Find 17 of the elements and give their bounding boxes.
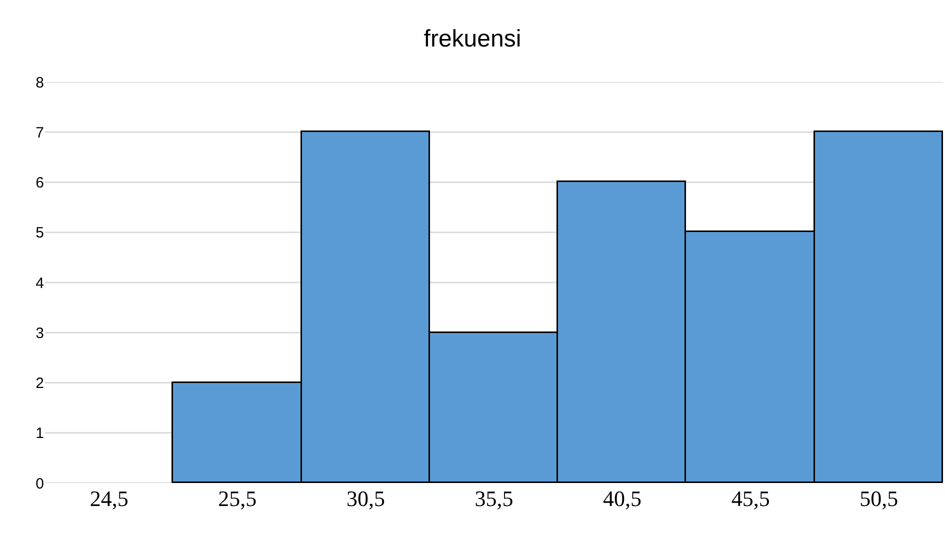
x-tick-label: 25,5 (218, 486, 257, 511)
x-tick-label: 45,5 (731, 486, 770, 511)
y-tick-label: 2 (36, 375, 44, 392)
x-tick-label: 50,5 (860, 486, 898, 511)
chart-title: frekuensi (424, 26, 522, 53)
y-tick-label: 1 (36, 425, 44, 442)
x-tick-label: 40,5 (603, 486, 642, 511)
x-tick-label: 35,5 (474, 486, 514, 511)
y-tick-label: 3 (36, 324, 44, 342)
y-tick-label: 8 (36, 74, 44, 92)
y-tick-label: 4 (36, 274, 44, 292)
x-tick-label: 24,5 (90, 486, 128, 511)
x-tick-label: 30,5 (346, 486, 385, 511)
y-tick-label: 0 (36, 475, 44, 492)
y-tick-label: 5 (36, 224, 44, 242)
y-tick-label: 6 (36, 174, 44, 192)
y-tick-label: 7 (36, 124, 44, 142)
